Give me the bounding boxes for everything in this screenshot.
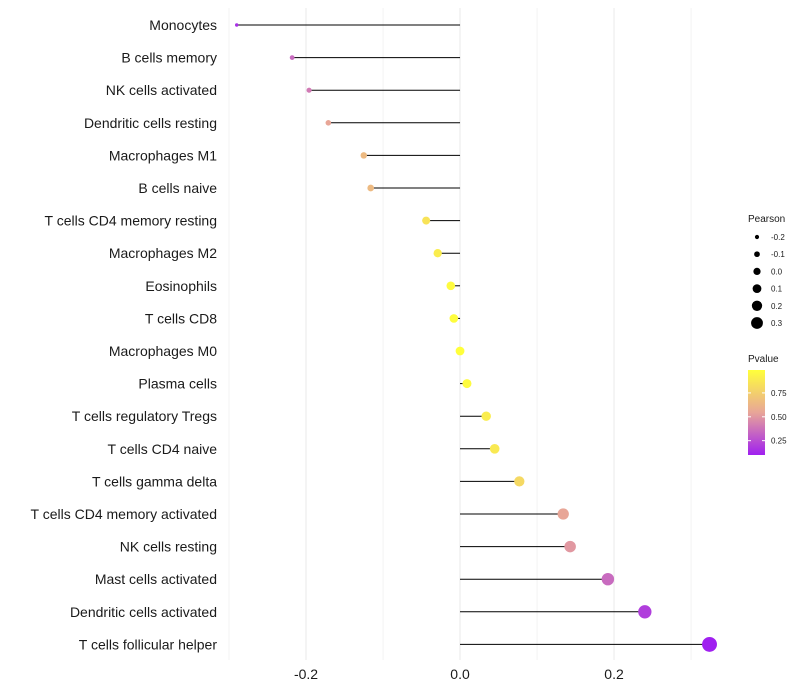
lollipop-point	[306, 87, 312, 93]
x-tick-label: 0.2	[604, 666, 624, 682]
category-label: T cells CD4 memory resting	[45, 213, 217, 229]
size-legend-label: -0.1	[771, 250, 785, 259]
category-label: Macrophages M1	[109, 147, 217, 163]
lollipop-point	[367, 184, 375, 192]
size-legend-label: 0.0	[771, 267, 783, 276]
lollipop-point	[360, 152, 368, 159]
category-label: T cells CD4 memory activated	[31, 506, 217, 522]
category-label: Eosinophils	[145, 278, 217, 294]
size-legend-label: -0.2	[771, 233, 785, 242]
color-bar	[748, 370, 765, 455]
category-label: B cells memory	[121, 50, 217, 66]
category-label: Mast cells activated	[95, 571, 217, 587]
lollipop-point	[557, 508, 569, 520]
lollipop-stems	[236, 24, 710, 645]
size-legend-key	[754, 251, 760, 258]
lollipop-point	[601, 572, 615, 586]
category-label: T cells CD4 naive	[108, 441, 218, 457]
lollipop-point	[289, 55, 295, 60]
category-label: T cells follicular helper	[79, 636, 218, 652]
lollipop-point	[462, 379, 472, 389]
category-label: Monocytes	[149, 17, 217, 33]
size-legend-key	[751, 317, 763, 329]
size-legend: Pearson -0.2 -0.1 0.0 0.1 0.2 0.3	[748, 214, 785, 329]
size-legend-key	[752, 284, 762, 293]
lollipop-point	[702, 636, 717, 652]
lollipop-point	[446, 281, 456, 291]
color-legend: Pvalue 0.75 0.50 0.25	[748, 354, 787, 455]
size-legend-key	[751, 300, 763, 311]
category-label: Plasma cells	[138, 376, 217, 392]
category-label: Macrophages M0	[109, 343, 217, 359]
lollipop-point	[564, 540, 576, 553]
grid-lines	[228, 8, 692, 660]
color-legend-label: 0.75	[771, 389, 787, 398]
category-label: Dendritic cells activated	[70, 604, 217, 620]
x-axis: -0.2 0.0 0.2	[294, 666, 624, 682]
lollipop-point	[514, 476, 525, 487]
lollipop-point	[638, 605, 652, 619]
lollipop-point	[422, 216, 431, 225]
size-legend-key	[754, 234, 760, 240]
size-legend-key	[753, 267, 761, 276]
lollipop-point	[235, 23, 239, 27]
lollipop-point	[455, 346, 465, 356]
size-legend-label: 0.1	[771, 285, 783, 294]
category-label: T cells gamma delta	[92, 473, 217, 489]
x-tick-label: -0.2	[294, 666, 318, 682]
category-labels: Monocytes B cells memory NK cells activate…	[31, 17, 218, 652]
lollipop-point	[449, 314, 459, 323]
size-legend-label: 0.3	[771, 319, 783, 328]
category-label: NK cells activated	[106, 82, 217, 98]
color-legend-label: 0.50	[771, 413, 787, 422]
lollipop-point	[481, 411, 491, 421]
category-label: B cells naive	[138, 180, 217, 196]
color-legend-title: Pvalue	[748, 354, 779, 365]
category-label: Dendritic cells resting	[84, 115, 217, 131]
category-label: T cells regulatory Tregs	[72, 408, 217, 424]
lollipop-points	[235, 23, 717, 652]
lollipop-point	[325, 119, 332, 126]
size-legend-label: 0.2	[771, 302, 783, 311]
category-label: T cells CD8	[145, 310, 217, 326]
x-tick-label: 0.0	[450, 666, 470, 682]
size-legend-title: Pearson	[748, 214, 785, 225]
category-label: Macrophages M2	[109, 245, 217, 261]
color-legend-label: 0.25	[771, 437, 787, 446]
category-label: NK cells resting	[120, 539, 217, 555]
lollipop-point	[433, 249, 442, 258]
lollipop-point	[489, 443, 500, 454]
